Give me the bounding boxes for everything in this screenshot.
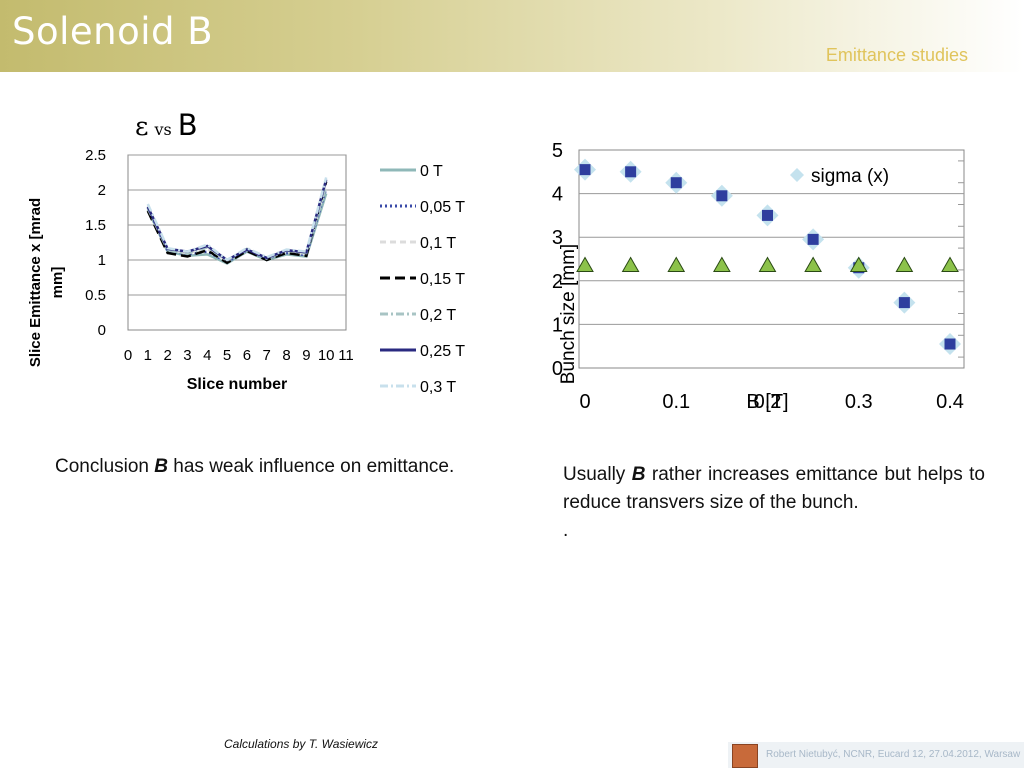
vs-word: vs [154,120,172,139]
footer: Robert Nietubyć, NCNR, Eucard 12, 27.04.… [728,742,1024,768]
left-chart-title: ε vs B [135,108,198,144]
legend-label: 0,2 T [420,307,456,324]
x-tick-label: 2 [163,347,171,364]
bunch-size-chart: 0 1 2 3 4 5 0 0.1 0.2 0.3 0.4 B [T] Bunch size [mm] s… [552,140,965,413]
data-point-square [944,338,956,350]
data-point-square [807,233,819,245]
usually-text: Usually B rather increases emittance but… [563,464,986,541]
data-point-square [670,177,682,189]
b-symbol: B [631,464,646,485]
x-axis-label: B [T] [746,391,788,413]
x-axis-label: Slice number [187,376,287,393]
x-tick-label: 3 [183,347,191,364]
data-point-square [625,166,637,178]
data-point-triangle [621,256,640,273]
slide-title: Solenoid B [12,10,214,53]
footer-text: Robert Nietubyć, NCNR, Eucard 12, 27.04.… [766,749,1021,760]
data-point-square [762,209,773,221]
legend-swatch [790,168,804,182]
y-tick-label: 3 [552,227,563,249]
x-tick-label: 0 [579,391,590,413]
x-tick-label: 4 [203,347,211,364]
data-point-triangle [804,256,822,273]
y-tick-label: 0.5 [85,287,106,304]
data-point-triangle [758,256,777,273]
y-tick-label: 0 [98,322,106,339]
y-tick-label: 2.5 [85,147,106,164]
plot-area [578,149,965,369]
y-tick-label: 2 [552,271,563,293]
slide-subtitle: Emittance studies [825,45,968,65]
y-tick-label: 1.5 [85,217,106,234]
legend-label: sigma (x) [811,166,889,187]
y-axis-label-line: mm] [49,267,66,299]
epsilon-symbol: ε [135,112,149,142]
series-line [146,179,328,262]
y-tick-label: 1 [552,314,563,336]
x-tick-label: 8 [282,347,290,364]
legend-label: 0,1 T [420,235,456,252]
x-tick-label: 0.4 [936,391,964,413]
legend-label: 0,25 T [420,343,465,360]
x-tick-label: 0.3 [845,391,873,413]
x-tick-label: 1 [144,347,152,364]
data-point-triangle [895,256,914,273]
plot-area [127,154,347,331]
data-point-triangle [941,256,959,273]
legend-label: 0,05 T [420,199,465,216]
b-symbol: B [177,108,198,142]
x-tick-label: 5 [223,347,231,364]
x-tick-label: 9 [302,347,310,364]
y-tick-label: 4 [552,184,563,206]
data-point-triangle [849,256,868,273]
data-point-triangle [576,256,594,273]
x-tick-label: 0.1 [662,391,690,413]
y-tick-label: 1 [98,252,106,269]
x-tick-label: 10 [318,347,335,364]
y-tick-label: 0 [552,358,563,380]
conclusion-text: Conclusion B has weak influence on emitt… [55,456,455,477]
data-point-square [579,164,591,176]
y-axis-label: Slice Emittance x [mrad mm] [27,198,66,367]
x-tick-label: 0 [124,347,132,364]
legend-label: 0 T [420,163,443,180]
b-symbol: B [154,456,169,477]
data-point-triangle [667,256,686,273]
x-tick-label: 11 [338,347,354,364]
data-point-triangle [713,256,731,273]
data-point-square [716,190,728,202]
data-point-square [898,297,910,309]
y-axis-label: Bunch size [mm] [558,244,579,384]
title-bar [0,0,1024,72]
x-tick-label: 7 [263,347,271,364]
y-axis-label-line: Slice Emittance x [mrad [27,198,44,367]
x-tick-label: 6 [243,347,251,364]
legend-label: 0,15 T [420,271,465,288]
y-tick-label: 2 [98,182,106,199]
credit: Calculations by T. Wasiewicz [224,737,379,751]
series-line [146,181,328,265]
dot: . [563,520,569,541]
legend-label: 0,3 T [420,379,456,396]
y-tick-label: 5 [552,140,563,162]
x-tick-label: 0.2 [754,391,782,413]
logo-icon [732,744,758,768]
